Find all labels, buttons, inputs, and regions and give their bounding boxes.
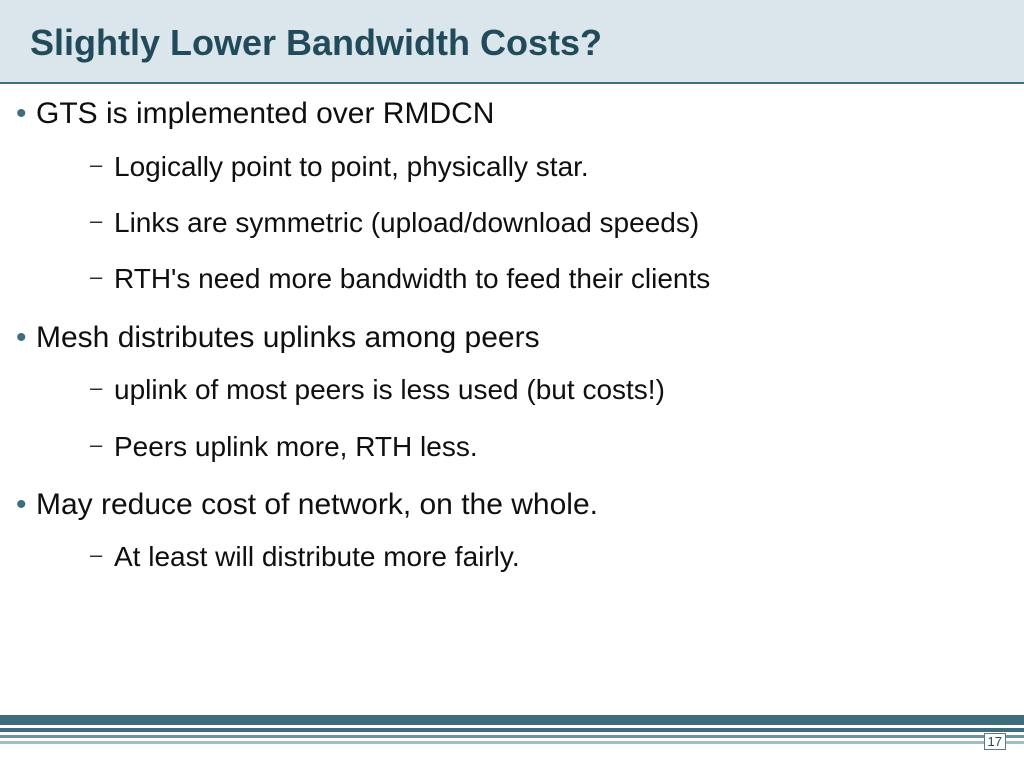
list-item-text: May reduce cost of network, on the whole… [36, 488, 598, 521]
list-item: Mesh distributes uplinks among peers upl… [10, 318, 1014, 465]
list-item-text: RTH's need more bandwidth to feed their … [114, 263, 710, 294]
list-item-text: Peers uplink more, RTH less. [114, 431, 478, 462]
slide-footer [0, 715, 1024, 744]
slide-body: GTS is implemented over RMDCN Logically … [0, 84, 1024, 576]
list-item: uplink of most peers is less used (but c… [36, 372, 1014, 408]
list-item: GTS is implemented over RMDCN Logically … [10, 94, 1014, 298]
sub-list: At least will distribute more fairly. [36, 539, 1014, 575]
list-item-text: uplink of most peers is less used (but c… [114, 374, 665, 405]
list-item-text: GTS is implemented over RMDCN [36, 97, 494, 130]
page-number: 17 [984, 733, 1006, 750]
bullet-list: GTS is implemented over RMDCN Logically … [10, 94, 1014, 576]
list-item: Peers uplink more, RTH less. [36, 429, 1014, 465]
list-item: Links are symmetric (upload/download spe… [36, 205, 1014, 241]
sub-list: Logically point to point, physically sta… [36, 149, 1014, 298]
list-item: RTH's need more bandwidth to feed their … [36, 261, 1014, 297]
list-item: At least will distribute more fairly. [36, 539, 1014, 575]
stripe [0, 741, 1024, 744]
list-item: May reduce cost of network, on the whole… [10, 485, 1014, 576]
slide-title: Slightly Lower Bandwidth Costs? [30, 22, 994, 64]
footer-stripes [0, 715, 1024, 744]
list-item-text: Logically point to point, physically sta… [114, 151, 589, 182]
list-item-text: Links are symmetric (upload/download spe… [114, 207, 699, 238]
stripe [0, 715, 1024, 725]
sub-list: uplink of most peers is less used (but c… [36, 372, 1014, 465]
list-item-text: At least will distribute more fairly. [114, 541, 520, 572]
list-item-text: Mesh distributes uplinks among peers [36, 321, 540, 354]
slide-header: Slightly Lower Bandwidth Costs? [0, 0, 1024, 82]
list-item: Logically point to point, physically sta… [36, 149, 1014, 185]
slide: { "header": { "title": "Slightly Lower B… [0, 0, 1024, 768]
